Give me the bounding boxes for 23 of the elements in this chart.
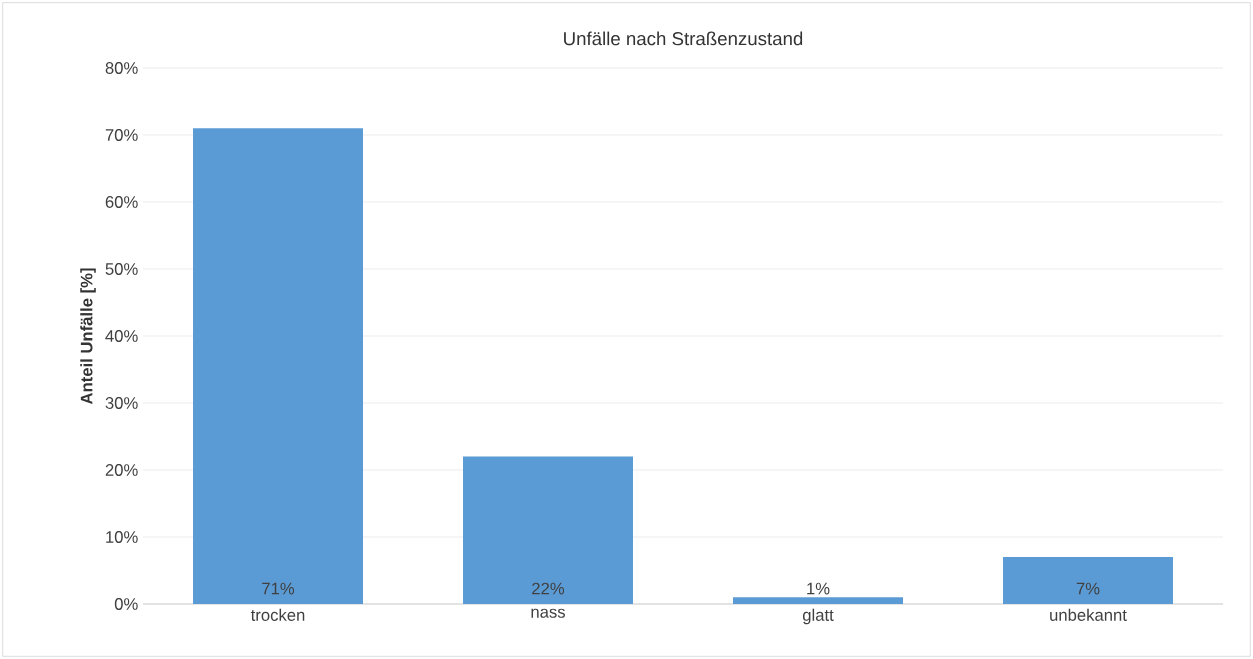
chart-title: Unfälle nach Straßenzustand — [564, 31, 803, 46]
y-tick-label: 50% — [105, 263, 138, 275]
bar — [193, 128, 364, 604]
data-label: 22% — [532, 582, 565, 595]
y-tick-label: 30% — [105, 397, 138, 409]
y-tick-label: 10% — [106, 531, 138, 543]
y-tick-label: 40% — [105, 330, 138, 342]
data-label: 71% — [262, 582, 295, 595]
x-tick-label: nass — [531, 608, 566, 618]
bar — [463, 456, 633, 604]
y-axis-title: Anteil Unfälle [%] — [80, 268, 96, 405]
y-tick-label: 70% — [105, 129, 138, 141]
data-label: 1% — [807, 582, 830, 595]
x-tick-label: glatt — [802, 608, 834, 625]
bar — [733, 597, 903, 604]
x-tick-label: trocken — [250, 608, 305, 621]
data-label: 7% — [1076, 582, 1100, 595]
bar — [1003, 557, 1173, 604]
y-tick-label: 80% — [105, 62, 138, 74]
y-tick-label: 60% — [105, 196, 138, 208]
x-tick-label: unbekannt — [1050, 608, 1127, 621]
y-tick-label: 0% — [114, 598, 138, 610]
y-tick-label: 20% — [105, 464, 138, 476]
